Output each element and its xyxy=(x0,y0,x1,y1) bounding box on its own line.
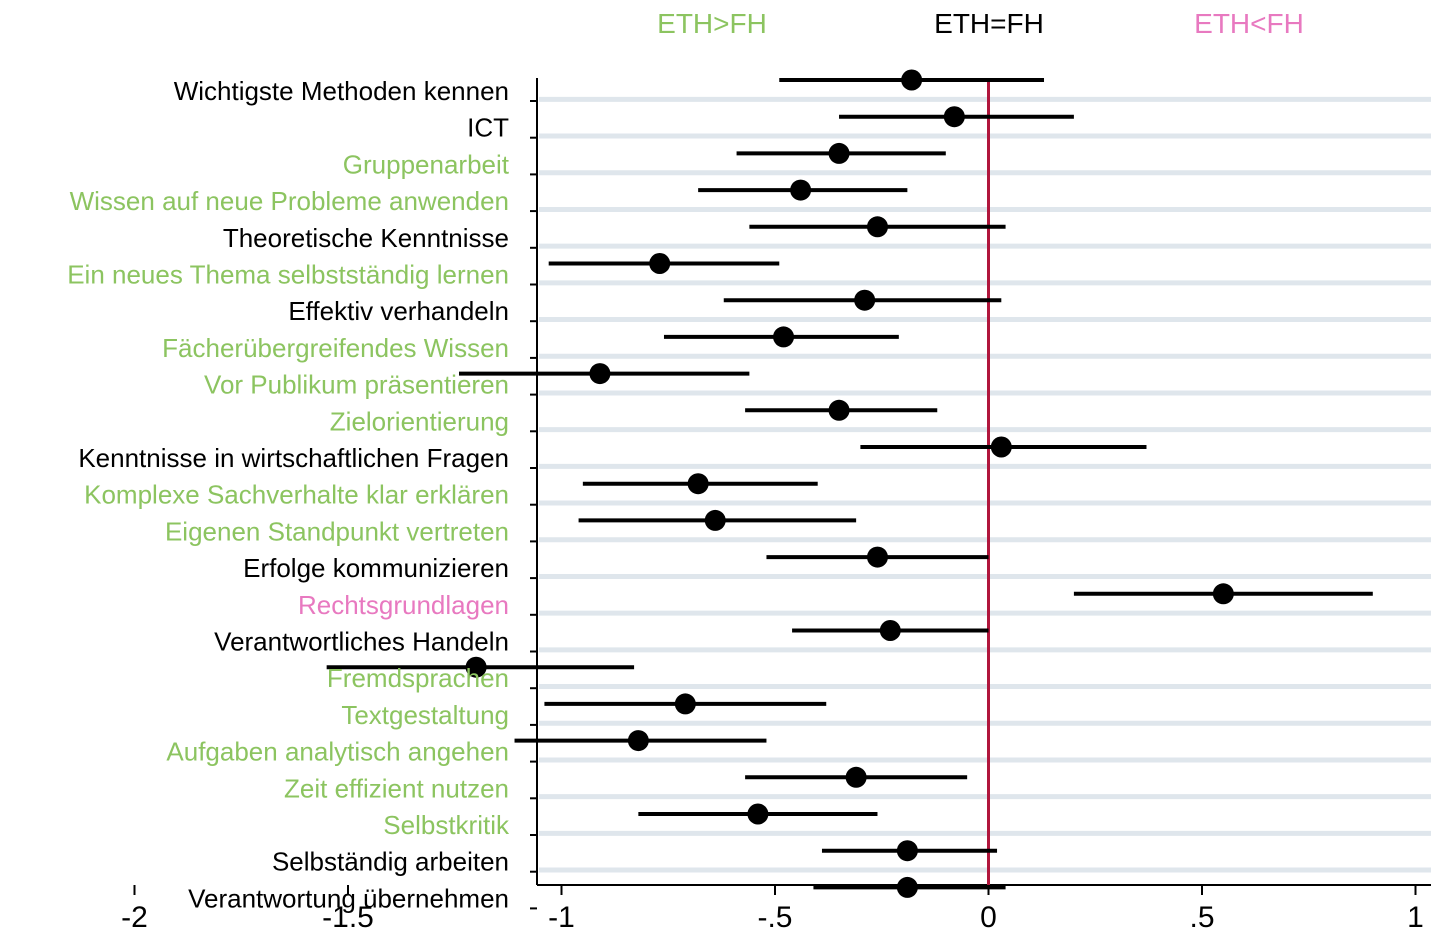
point-estimate xyxy=(790,179,812,201)
x-tick-label: -.5 xyxy=(757,901,792,934)
point-estimate xyxy=(704,509,726,531)
point-estimate xyxy=(990,436,1012,458)
point-estimate xyxy=(828,399,850,421)
point-estimate xyxy=(828,142,850,164)
row-label: Theoretische Kenntnisse xyxy=(223,223,509,253)
x-tick-label: 0 xyxy=(980,901,997,934)
row-label: Textgestaltung xyxy=(341,700,509,730)
point-estimate xyxy=(465,656,487,678)
point-estimate xyxy=(627,730,649,752)
row-label: Erfolge kommunizieren xyxy=(243,553,509,583)
row-label: Effektiv verhandeln xyxy=(288,296,509,326)
point-estimate xyxy=(866,216,888,238)
row-label: Selbständig arbeiten xyxy=(272,847,509,877)
row-label: Eigenen Standpunkt vertreten xyxy=(165,516,509,546)
point-estimate xyxy=(845,766,867,788)
header-eth-equal: ETH=FH xyxy=(934,8,1044,39)
row-label: Kenntnisse in wirtschaftlichen Fragen xyxy=(78,443,509,473)
point-estimate xyxy=(901,69,923,91)
row-label: Verantwortliches Handeln xyxy=(214,627,509,657)
point-estimate xyxy=(687,473,709,495)
x-tick-label: 1 xyxy=(1407,901,1424,934)
row-label: Komplexe Sachverhalte klar erklären xyxy=(84,480,509,510)
row-label: Wissen auf neue Probleme anwenden xyxy=(70,186,509,216)
x-tick-label: -1.5 xyxy=(322,901,374,934)
row-label: Selbstkritik xyxy=(383,810,510,840)
point-estimate xyxy=(866,546,888,568)
point-estimate xyxy=(879,620,901,641)
row-label: Verantwortung übernehmen xyxy=(188,883,509,913)
header-eth-greater: ETH>FH xyxy=(657,8,767,39)
point-estimate xyxy=(674,693,696,715)
point-estimate xyxy=(896,876,918,898)
point-estimate xyxy=(747,803,769,825)
x-tick-label: .5 xyxy=(1189,901,1214,934)
point-estimate xyxy=(896,840,918,862)
row-label: Vor Publikum präsentieren xyxy=(204,370,509,400)
point-estimate xyxy=(943,106,965,128)
x-tick-label: -2 xyxy=(121,901,148,934)
row-label: Zeit effizient nutzen xyxy=(284,773,509,803)
header-eth-less: ETH<FH xyxy=(1194,8,1304,39)
x-tick-label: -1 xyxy=(548,901,575,934)
row-label: Zielorientierung xyxy=(330,406,509,436)
point-estimate xyxy=(854,289,876,311)
row-label: Aufgaben analytisch angehen xyxy=(166,737,509,767)
point-estimate xyxy=(649,253,671,274)
point-estimate xyxy=(773,326,795,348)
header-legend: ETH>FH ETH=FH ETH<FH xyxy=(657,8,1304,39)
row-label: Gruppenarbeit xyxy=(343,149,510,179)
row-label: ICT xyxy=(467,113,509,143)
point-estimate xyxy=(589,363,611,385)
axes: -2-1.5-1-.50.511.52 xyxy=(121,78,1431,934)
row-label: Wichtigste Methoden kennen xyxy=(174,76,509,106)
row-label: Fächerübergreifendes Wissen xyxy=(162,333,509,363)
row-label: Rechtsgrundlagen xyxy=(298,590,509,620)
point-estimate xyxy=(1212,583,1234,605)
row-labels: Wichtigste Methoden kennen ICT Gruppenarbe… xyxy=(67,76,510,913)
gridlines xyxy=(539,96,1431,873)
data-marks xyxy=(326,69,1373,898)
row-label: Fremdsprachen xyxy=(327,663,509,693)
row-label: Ein neues Thema selbstständig lernen xyxy=(67,260,509,290)
